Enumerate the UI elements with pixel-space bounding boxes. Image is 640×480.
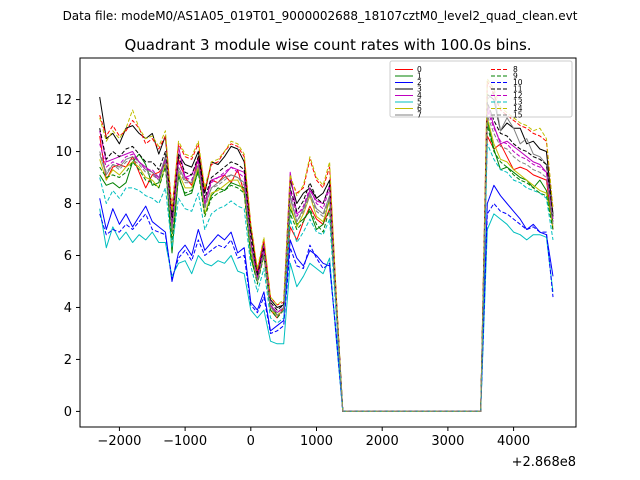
legend-label-10: 10 <box>513 78 523 87</box>
legend-label-8: 8 <box>513 65 518 74</box>
legend-label-11: 11 <box>513 85 523 94</box>
x-tick-label: −2000 <box>97 434 141 449</box>
x-axis: −2000 −1000 0 1000 2000 3000 4000 <box>97 427 530 449</box>
legend-label-14: 14 <box>513 104 523 113</box>
legend-label-13: 13 <box>513 98 523 107</box>
x-tick-label: −1000 <box>163 434 207 449</box>
y-tick-label: 2 <box>64 353 72 368</box>
x-tick-label: 2000 <box>366 434 399 449</box>
legend-label-3: 3 <box>417 85 422 94</box>
y-tick-label: 4 <box>64 301 72 316</box>
legend-label-9: 9 <box>513 72 518 81</box>
legend-label-5: 5 <box>417 98 422 107</box>
legend-label-0: 0 <box>417 65 422 74</box>
x-tick-label: 0 <box>247 434 255 449</box>
y-tick-label: 12 <box>55 93 72 108</box>
y-tick-label: 6 <box>64 249 72 264</box>
legend-label-2: 2 <box>417 78 422 87</box>
legend-label-6: 6 <box>417 104 422 113</box>
legend-label-1: 1 <box>417 72 422 81</box>
y-tick-label: 10 <box>55 145 72 160</box>
x-tick-label: 3000 <box>431 434 464 449</box>
chart-title: Quadrant 3 module wise count rates with … <box>124 36 531 54</box>
legend-label-4: 4 <box>417 91 422 100</box>
y-axis: 0 2 4 6 8 10 12 <box>55 93 80 420</box>
x-axis-offset-label: +2.868e8 <box>512 455 576 470</box>
series-line-15 <box>99 114 554 412</box>
y-tick-label: 0 <box>64 405 72 420</box>
axes-frame <box>79 57 577 428</box>
x-tick-label: 1000 <box>300 434 333 449</box>
series-layer <box>99 78 554 412</box>
series-line-13 <box>99 143 554 412</box>
legend-label-12: 12 <box>513 91 523 100</box>
y-tick-label: 8 <box>64 197 72 212</box>
legend-label-15: 15 <box>513 111 523 120</box>
figure-suptitle: Data file: modeM0/AS1A05_019T01_90000026… <box>63 9 578 23</box>
legend-label-7: 7 <box>417 111 422 120</box>
legend-frame <box>389 60 573 118</box>
x-tick-label: 4000 <box>497 434 530 449</box>
